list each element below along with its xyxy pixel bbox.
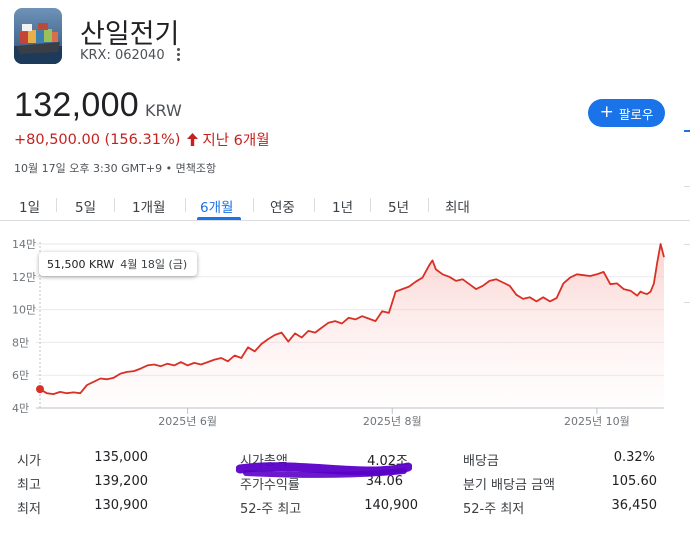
tabs-divider	[0, 220, 690, 221]
tab-1d[interactable]: 1일	[19, 200, 41, 216]
company-name: 산일전기	[80, 19, 180, 50]
stat-label-52w-low: 52-주 최저	[463, 502, 525, 517]
edge-divider	[684, 302, 690, 303]
y-tick-label: 12만	[12, 271, 36, 284]
follow-label: 팔로우	[618, 106, 654, 122]
x-tick-label: 2025년 10월	[564, 415, 630, 428]
timestamp-disclaimer[interactable]: 10월 17일 오후 3:30 GMT+9 • 면책조항	[14, 162, 217, 175]
stat-value-market-cap: 4.02조	[367, 454, 408, 469]
arrow-up-icon	[187, 133, 199, 146]
price-line	[39, 243, 665, 395]
tooltip-date: 4월 18일 (금)	[120, 258, 188, 271]
stat-value-high: 139,200	[94, 474, 148, 489]
price-row: 132,000 KRW	[14, 86, 182, 125]
ship-thumbnail-icon	[14, 8, 62, 64]
tab-separator	[56, 198, 57, 212]
price-chart[interactable]: 14만 12만 10만 8만 6만 4만 2025년 6월 2025년 8월 2025년 10…	[0, 232, 690, 432]
stat-value-low: 130,900	[94, 498, 148, 513]
stat-value-dividend: 0.32%	[613, 450, 655, 465]
tab-ytd[interactable]: 연중	[270, 200, 295, 216]
range-tabs: 1일 5일 1개월 6개월 연중 1년 5년 최대	[0, 190, 690, 224]
y-tick-label: 6만	[12, 369, 29, 382]
stats-row: 최저 130,900 52-주 최고 140,900 52-주 최저 36,45…	[0, 498, 690, 522]
tab-separator	[428, 198, 429, 212]
follow-button[interactable]: + 팔로우	[588, 99, 665, 127]
tab-separator	[253, 198, 254, 212]
stat-value-52w-high: 140,900	[364, 498, 418, 513]
chart-tooltip: 51,500 KRW 4월 18일 (금)	[39, 252, 197, 276]
currency-label: KRW	[145, 101, 182, 120]
tab-1m[interactable]: 1개월	[132, 200, 166, 216]
tab-separator	[370, 198, 371, 212]
plus-icon: +	[599, 101, 614, 122]
edge-accent	[684, 130, 690, 132]
price-change-row: +80,500.00 (156.31%) 지난 6개월	[14, 129, 270, 150]
y-tick-label: 8만	[12, 336, 29, 349]
tab-max[interactable]: 최대	[445, 200, 470, 216]
tab-5d[interactable]: 5일	[75, 200, 97, 216]
stat-value-pe-ratio: 34.06	[365, 474, 403, 489]
stat-value-52w-low: 36,450	[611, 498, 658, 513]
active-tab-indicator	[197, 217, 241, 220]
stat-label-market-cap: 시가총액	[240, 454, 288, 469]
stat-value-quarterly-dividend: 105.60	[611, 474, 658, 489]
y-tick-label: 4만	[12, 402, 29, 415]
edge-divider	[684, 186, 690, 187]
edge-divider	[684, 244, 690, 245]
tab-5y[interactable]: 5년	[388, 200, 410, 216]
stat-label-dividend: 배당금	[463, 454, 499, 469]
current-price: 132,000	[14, 86, 140, 124]
stat-label-52w-high: 52-주 최고	[240, 502, 302, 517]
stats-row: 시가 135,000 시가총액 4.02조 배당금 0.32%	[0, 450, 690, 474]
stat-label-low: 최저	[17, 502, 41, 517]
stat-label-open: 시가	[17, 454, 41, 469]
stat-label-high: 최고	[17, 478, 41, 493]
y-tick-label: 14만	[12, 238, 36, 251]
stat-label-pe-ratio: 주가수익률	[240, 478, 300, 493]
change-period: 지난 6개월	[202, 133, 270, 149]
tab-separator	[114, 198, 115, 212]
stats-row: 최고 139,200 주가수익률 34.06 분기 배당금 금액 105.60	[0, 474, 690, 498]
tooltip-value: 51,500 KRW	[47, 257, 115, 271]
tab-separator	[314, 198, 315, 212]
stat-value-open: 135,000	[94, 450, 148, 465]
x-tick-label: 2025년 6월	[158, 415, 217, 428]
hover-point	[36, 385, 44, 394]
stock-header: 산일전기 KRX: 062040	[14, 8, 414, 66]
more-vert-icon[interactable]	[172, 46, 184, 64]
tab-6m[interactable]: 6개월	[200, 200, 234, 216]
price-change: +80,500.00 (156.31%)	[14, 131, 181, 148]
tab-1y[interactable]: 1년	[332, 200, 354, 216]
y-tick-label: 10만	[12, 304, 36, 317]
x-tick-label: 2025년 8월	[363, 415, 422, 428]
stat-label-quarterly-dividend: 분기 배당금 금액	[463, 478, 555, 493]
ticker-symbol: KRX: 062040	[80, 48, 165, 63]
tab-separator	[185, 198, 186, 212]
